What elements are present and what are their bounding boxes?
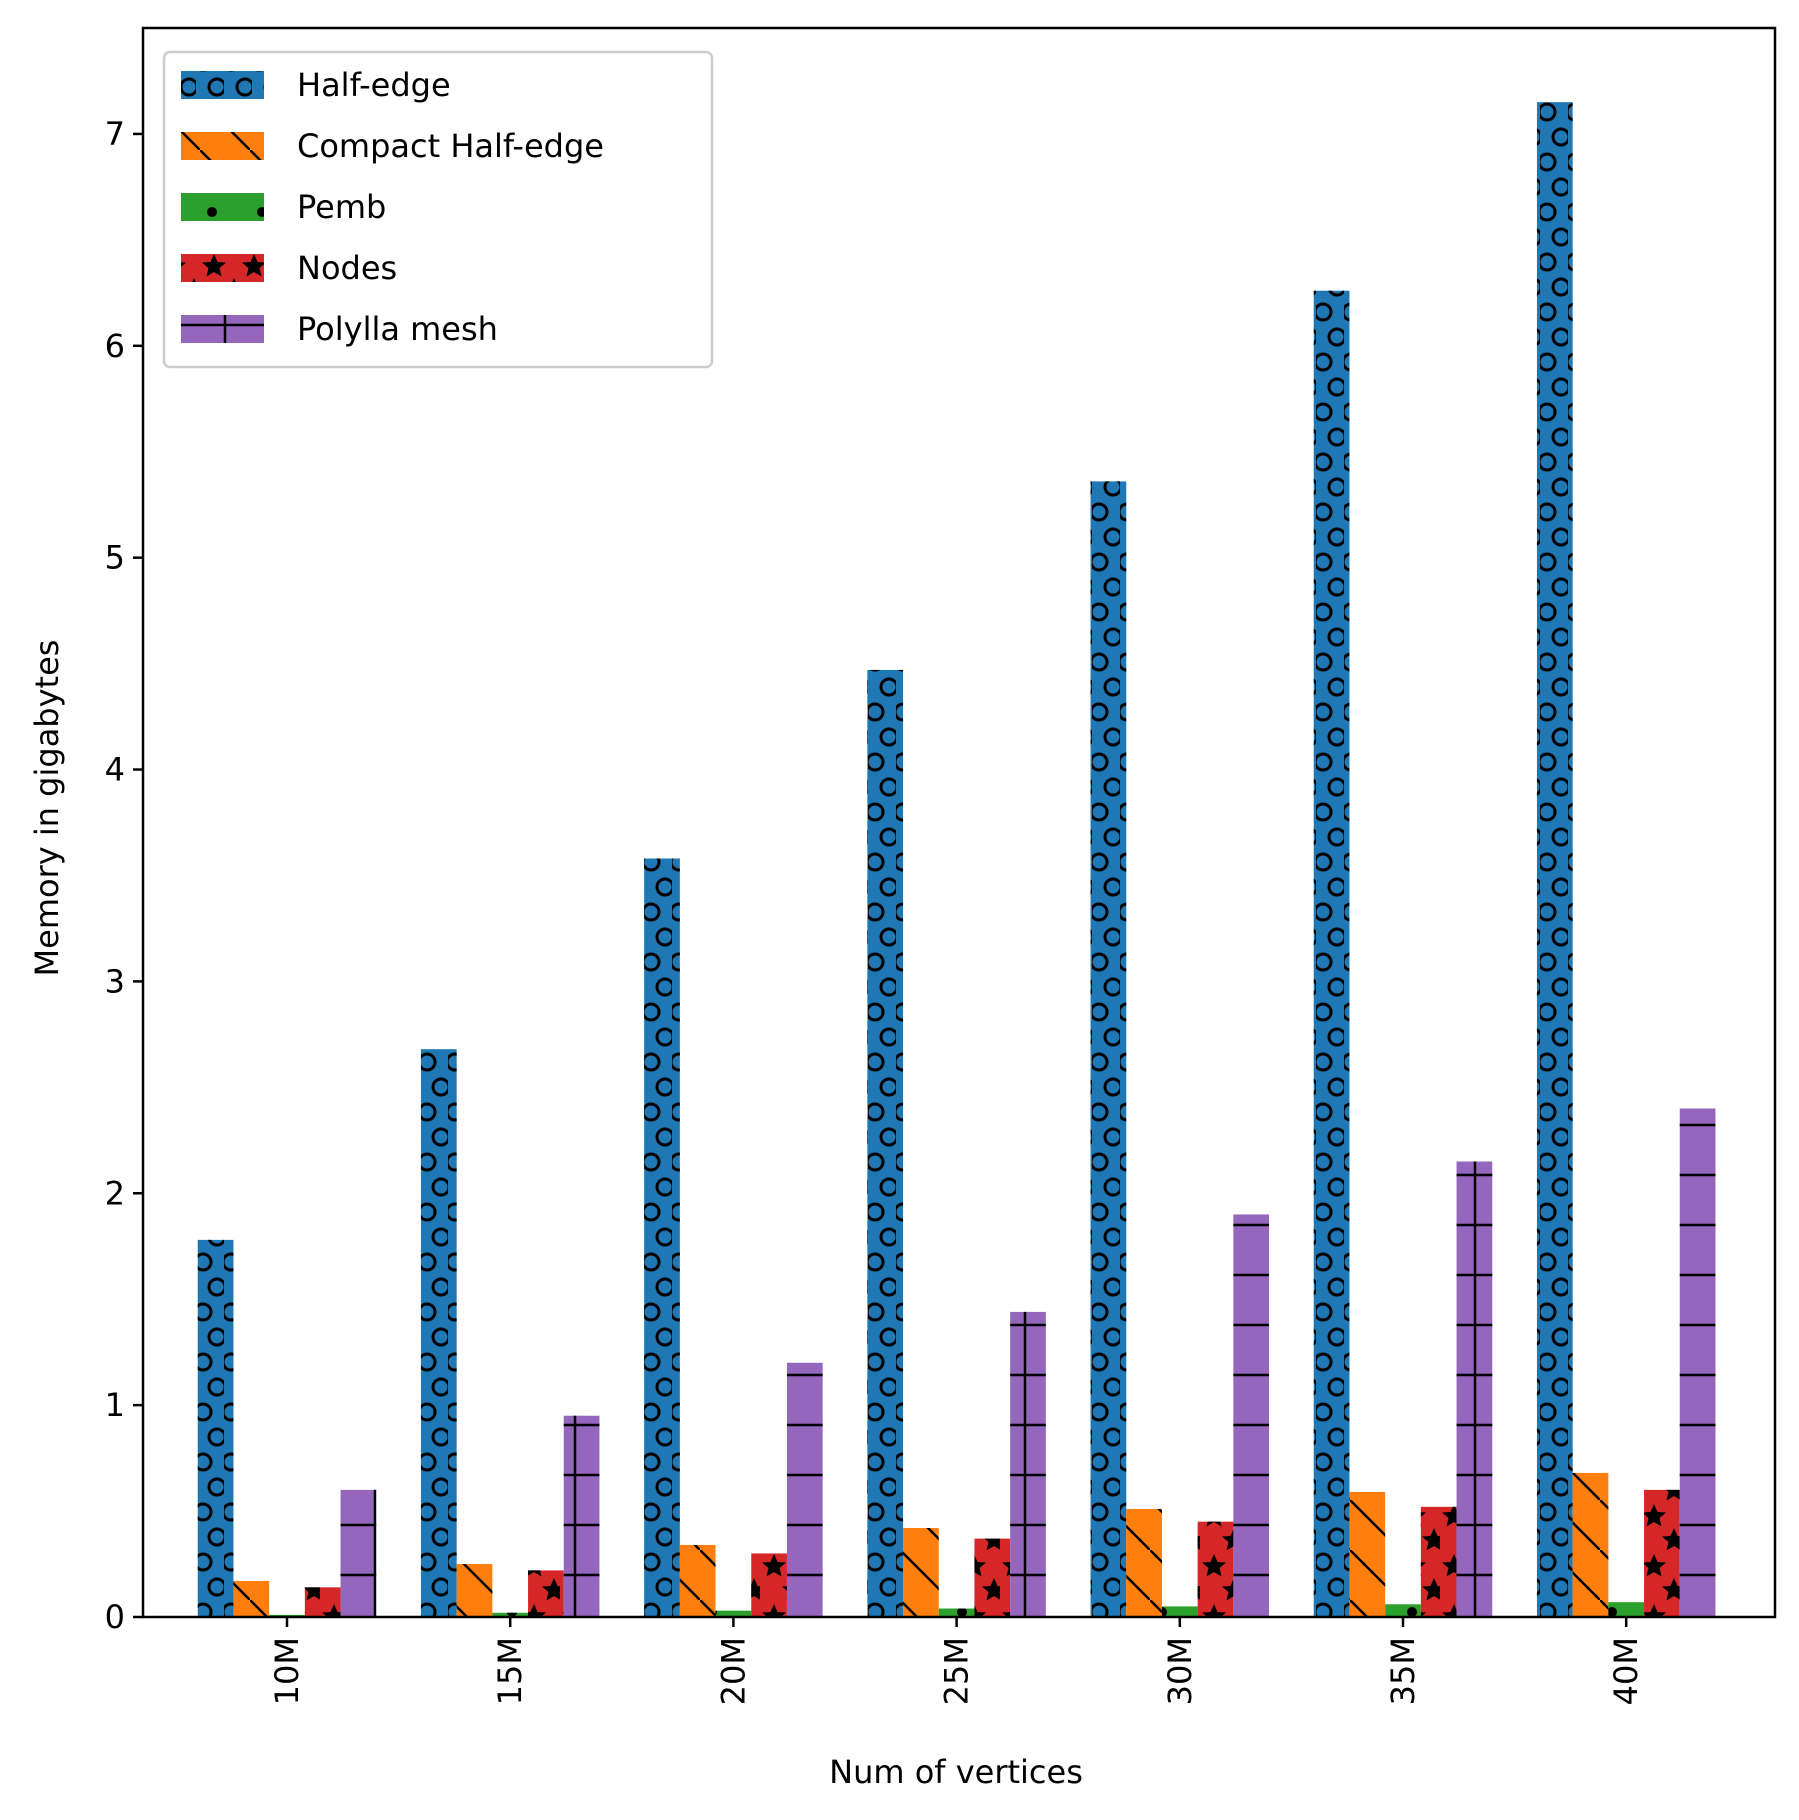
bar-hatch — [1644, 1489, 1680, 1617]
x-tick-label: 20M — [714, 1637, 752, 1705]
bar-hatch — [1161, 1606, 1198, 1617]
bar-hatch — [1420, 1506, 1457, 1617]
bar-hatch — [1313, 290, 1350, 1618]
bar-hatch — [492, 1612, 529, 1617]
bar-hatch — [786, 1362, 823, 1617]
legend: Half-edge Compact Half-edge Pemb Nodes Polyl… — [162, 50, 714, 369]
bar-hatch — [233, 1580, 270, 1617]
y-tick-label: 6 — [105, 327, 125, 365]
x-tick-label: 30M — [1161, 1637, 1199, 1705]
y-tick-label: 1 — [105, 1386, 125, 1424]
bar-hatch — [456, 1564, 493, 1617]
x-tick-label: 40M — [1607, 1637, 1645, 1705]
legend-swatch-hatch — [181, 132, 264, 160]
axes-group: 0 1 2 3 4 5 6 7 10M 15M 20M 25M 30M 35M 40M — [105, 26, 1777, 1705]
bar-hatch — [1126, 1508, 1162, 1617]
legend-label: Compact Half-edge — [297, 127, 604, 165]
y-tick-label: 7 — [105, 115, 125, 153]
plot-frame — [141, 26, 1777, 1619]
bars-group — [197, 102, 1716, 1618]
legend-swatch-hatch — [181, 193, 264, 221]
bar-hatch — [1233, 1214, 1270, 1617]
x-tick-label: 15M — [491, 1637, 529, 1705]
legend-label: Half-edge — [297, 66, 451, 104]
bar-hatch — [644, 858, 680, 1617]
y-tick-label: 2 — [105, 1174, 125, 1212]
bar-hatch — [340, 1489, 377, 1617]
legend-swatch-hatch — [181, 71, 264, 99]
bar-hatch — [304, 1587, 341, 1617]
bar-hatch — [528, 1570, 564, 1617]
x-axis-title: Num of vertices — [829, 1753, 1083, 1791]
bar-hatch — [1608, 1602, 1645, 1617]
x-tick-label: 25M — [938, 1637, 976, 1705]
y-tick-label: 3 — [105, 962, 125, 1000]
legend-frame — [162, 50, 714, 369]
bar-hatch — [1197, 1521, 1234, 1617]
y-tick-label: 4 — [105, 751, 125, 789]
bar-hatch — [679, 1544, 716, 1617]
bar-hatch — [1456, 1161, 1493, 1617]
x-tick-label: 35M — [1384, 1637, 1422, 1705]
y-tick-label: 0 — [105, 1598, 125, 1636]
bar-hatch — [715, 1610, 752, 1617]
legend-label: Polylla mesh — [297, 310, 498, 348]
bar-hatch — [1572, 1472, 1609, 1617]
bar-hatch — [903, 1528, 939, 1617]
bar-hatch — [563, 1415, 600, 1617]
bar-hatch — [974, 1538, 1011, 1617]
bar-hatch — [1349, 1491, 1386, 1617]
bar-hatch — [1010, 1311, 1046, 1617]
y-axis-title: Memory in gigabytes — [28, 640, 66, 977]
legend-label: Pemb — [297, 188, 386, 226]
bar-hatch — [867, 669, 904, 1617]
y-tick-label: 5 — [105, 539, 125, 577]
legend-label: Nodes — [297, 249, 397, 287]
bar-hatch — [938, 1608, 975, 1617]
bar-hatch — [197, 1239, 234, 1617]
bar-hatch — [1090, 481, 1127, 1617]
bar-hatch — [1385, 1604, 1421, 1617]
bar-hatch — [1679, 1108, 1716, 1617]
bar-hatch — [1536, 102, 1573, 1618]
bar-hatch — [751, 1553, 787, 1617]
legend-swatch-hatch — [181, 315, 264, 343]
bar-hatch — [420, 1049, 457, 1617]
x-tick-label: 10M — [268, 1637, 306, 1705]
legend-swatch-hatch — [181, 254, 264, 282]
